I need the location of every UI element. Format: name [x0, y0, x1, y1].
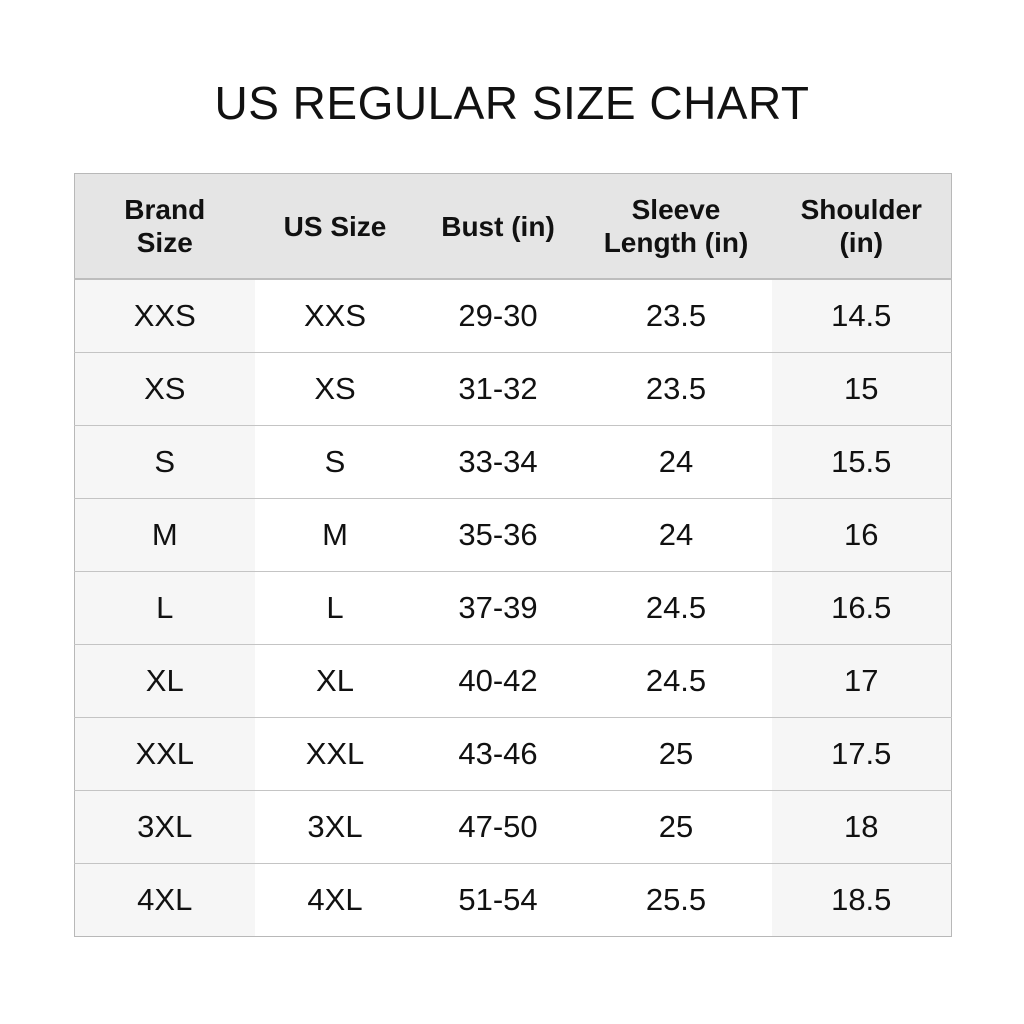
table-cell: 47-50: [415, 790, 581, 864]
table-cell: XXL: [254, 717, 416, 791]
table-row: XXL XXL 43-46 25 17.5: [74, 717, 952, 791]
table-cell: XL: [254, 644, 416, 718]
column-header: Shoulder (in): [771, 173, 952, 280]
table-cell: 18.5: [771, 863, 952, 937]
table-cell: 23.5: [580, 352, 772, 426]
table-cell: 37-39: [415, 571, 581, 645]
table-cell: 17.5: [771, 717, 952, 791]
table-row: XS XS 31-32 23.5 15: [74, 352, 952, 426]
table-cell: XS: [254, 352, 416, 426]
table-row: 3XL 3XL 47-50 25 18: [74, 790, 952, 864]
table-cell: XXS: [254, 279, 416, 353]
table-cell: XXL: [74, 717, 255, 791]
table-cell: 14.5: [771, 279, 952, 353]
table-cell: 17: [771, 644, 952, 718]
table-cell: 18: [771, 790, 952, 864]
table-row: XL XL 40-42 24.5 17: [74, 644, 952, 718]
size-table: Brand Size US Size Bust (in) Sleeve Length …: [74, 173, 952, 937]
table-cell: 24: [580, 425, 772, 499]
table-row: L L 37-39 24.5 16.5: [74, 571, 952, 645]
table-cell: 31-32: [415, 352, 581, 426]
column-header: US Size: [254, 173, 416, 280]
column-header: Bust (in): [415, 173, 581, 280]
table-cell: 43-46: [415, 717, 581, 791]
table-cell: XL: [74, 644, 255, 718]
table-cell: 35-36: [415, 498, 581, 572]
table-row: 4XL 4XL 51-54 25.5 18.5: [74, 863, 952, 937]
column-header-text: Sleeve Length (in): [603, 194, 749, 258]
table-cell: 15: [771, 352, 952, 426]
table-cell: 24: [580, 498, 772, 572]
table-cell: 15.5: [771, 425, 952, 499]
table-cell: 3XL: [74, 790, 255, 864]
column-header-text: Shoulder (in): [800, 194, 922, 258]
table-row: M M 35-36 24 16: [74, 498, 952, 572]
table-cell: L: [254, 571, 416, 645]
column-header-text: US Size: [283, 210, 387, 242]
table-cell: M: [254, 498, 416, 572]
table-cell: XS: [74, 352, 255, 426]
header-row: Brand Size US Size Bust (in) Sleeve Length …: [74, 173, 952, 280]
table-cell: L: [74, 571, 255, 645]
table-cell: 25: [580, 790, 772, 864]
table-cell: 40-42: [415, 644, 581, 718]
column-header: Sleeve Length (in): [580, 173, 772, 280]
table-cell: 33-34: [415, 425, 581, 499]
table-cell: S: [74, 425, 255, 499]
table-cell: 16: [771, 498, 952, 572]
table-cell: 24.5: [580, 644, 772, 718]
title: US REGULAR SIZE CHART: [214, 77, 810, 129]
table-cell: 4XL: [74, 863, 255, 937]
table-cell: 25: [580, 717, 772, 791]
table-row: XXS XXS 29-30 23.5 14.5: [74, 279, 952, 353]
column-header-text: Brand Size: [124, 194, 206, 258]
table-cell: 24.5: [580, 571, 772, 645]
table-cell: S: [254, 425, 416, 499]
column-header: Brand Size: [74, 173, 255, 280]
table-body: XXS XXS 29-30 23.5 14.5 XS XS 31-32 23.5 15 S S 33-3…: [74, 279, 952, 937]
table-cell: 4XL: [307, 882, 363, 917]
table-cell: 51-54: [458, 882, 538, 917]
table-cell: 25.5: [645, 882, 707, 917]
table-cell: XXS: [74, 279, 255, 353]
column-header-text: Bust (in): [441, 210, 555, 242]
table-cell: 29-30: [415, 279, 581, 353]
table-row: S S 33-34 24 15.5: [74, 425, 952, 499]
table-cell: 16.5: [771, 571, 952, 645]
table-cell: 23.5: [580, 279, 772, 353]
table-cell: M: [74, 498, 255, 572]
table-cell: 3XL: [254, 790, 416, 864]
